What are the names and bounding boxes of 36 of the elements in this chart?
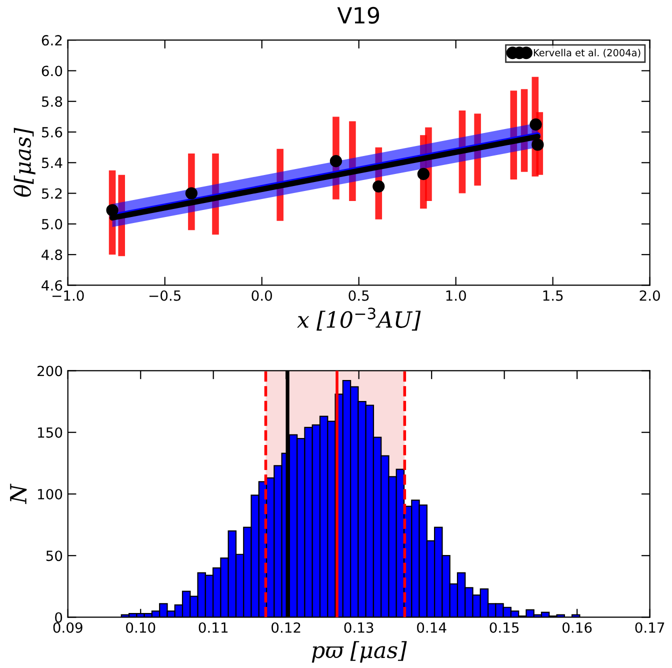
- x-tick-label: 0.12: [272, 622, 300, 633]
- y-tick-label: 100: [38, 488, 62, 500]
- x-axis-title: pϖ [μas]: [312, 641, 407, 663]
- y-axis-title: N: [10, 484, 27, 504]
- x-tick-label: 2.0: [640, 290, 660, 301]
- y-tick-label: 5.6: [42, 126, 62, 138]
- y-tick-label: 4.6: [42, 280, 62, 291]
- x-tick-label: −0.5: [149, 290, 181, 301]
- y-tick-label: 50: [46, 550, 62, 562]
- legend-label: Kervella et al. (2004a): [534, 48, 640, 58]
- x-tick-label: 0.5: [348, 290, 369, 301]
- x-tick-label: 0.09: [53, 622, 82, 633]
- y-tick-label: 5.2: [42, 188, 62, 199]
- x-tick-label: 0.13: [344, 622, 374, 633]
- x-tick-label: 0.11: [198, 622, 228, 633]
- x-tick-label: −1.0: [52, 290, 84, 301]
- y-axis-title: θ[μas]: [14, 128, 36, 197]
- x-tick-label: 0.17: [635, 622, 664, 633]
- x-axis-title: x [10$^{−3}$AU]: [297, 308, 421, 331]
- y-tick-label: 6.0: [42, 66, 62, 76]
- x-tick-label: 1.5: [543, 290, 563, 301]
- x-tick-label: 1.0: [446, 290, 466, 301]
- y-tick-label: 5.8: [42, 96, 62, 107]
- y-tick-label: 5.4: [42, 158, 62, 168]
- y-tick-label: 4.8: [42, 250, 62, 260]
- x-tick-label: 0.14: [417, 622, 446, 633]
- y-tick-label: 150: [38, 427, 62, 438]
- y-tick-label: 6.2: [42, 35, 62, 46]
- y-tick-label: 0: [55, 612, 62, 623]
- x-tick-label: 0.10: [126, 622, 156, 633]
- chart-title: V19: [337, 6, 380, 24]
- x-tick-label: 0.0: [252, 290, 272, 301]
- x-tick-label: 0.16: [562, 622, 592, 633]
- x-tick-label: 0.15: [490, 622, 519, 633]
- y-tick-label: 200: [38, 366, 62, 376]
- y-tick-label: 5.0: [42, 218, 62, 230]
